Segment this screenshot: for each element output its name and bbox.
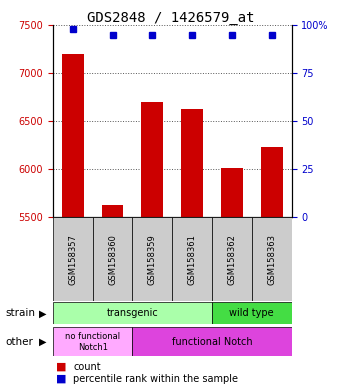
Text: GSM158362: GSM158362 xyxy=(227,234,236,285)
FancyBboxPatch shape xyxy=(212,302,292,324)
Text: GSM158359: GSM158359 xyxy=(148,234,157,285)
Bar xyxy=(221,168,243,217)
FancyBboxPatch shape xyxy=(132,327,292,356)
Text: GSM158361: GSM158361 xyxy=(188,234,197,285)
FancyBboxPatch shape xyxy=(53,302,212,324)
Text: ■: ■ xyxy=(56,362,67,372)
Text: strain: strain xyxy=(5,308,35,318)
FancyBboxPatch shape xyxy=(172,217,212,301)
Text: count: count xyxy=(73,362,101,372)
Text: GSM158360: GSM158360 xyxy=(108,234,117,285)
Text: percentile rank within the sample: percentile rank within the sample xyxy=(73,374,238,384)
FancyBboxPatch shape xyxy=(212,217,252,301)
FancyBboxPatch shape xyxy=(132,217,172,301)
FancyBboxPatch shape xyxy=(53,217,93,301)
Text: transgenic: transgenic xyxy=(106,308,158,318)
Text: other: other xyxy=(5,336,33,347)
Bar xyxy=(261,147,283,217)
Text: ■: ■ xyxy=(56,374,67,384)
Text: GSM158357: GSM158357 xyxy=(68,234,77,285)
Text: GSM158363: GSM158363 xyxy=(267,234,276,285)
Text: ▶: ▶ xyxy=(39,336,46,347)
Text: ▶: ▶ xyxy=(39,308,46,318)
Text: GDS2848 / 1426579_at: GDS2848 / 1426579_at xyxy=(87,11,254,25)
FancyBboxPatch shape xyxy=(252,217,292,301)
FancyBboxPatch shape xyxy=(53,327,132,356)
Bar xyxy=(102,205,123,217)
FancyBboxPatch shape xyxy=(93,217,132,301)
Text: functional Notch: functional Notch xyxy=(172,336,252,347)
Bar xyxy=(62,54,84,217)
Bar xyxy=(142,102,163,217)
Bar xyxy=(181,109,203,217)
Text: wild type: wild type xyxy=(229,308,274,318)
Text: no functional
Notch1: no functional Notch1 xyxy=(65,331,120,352)
